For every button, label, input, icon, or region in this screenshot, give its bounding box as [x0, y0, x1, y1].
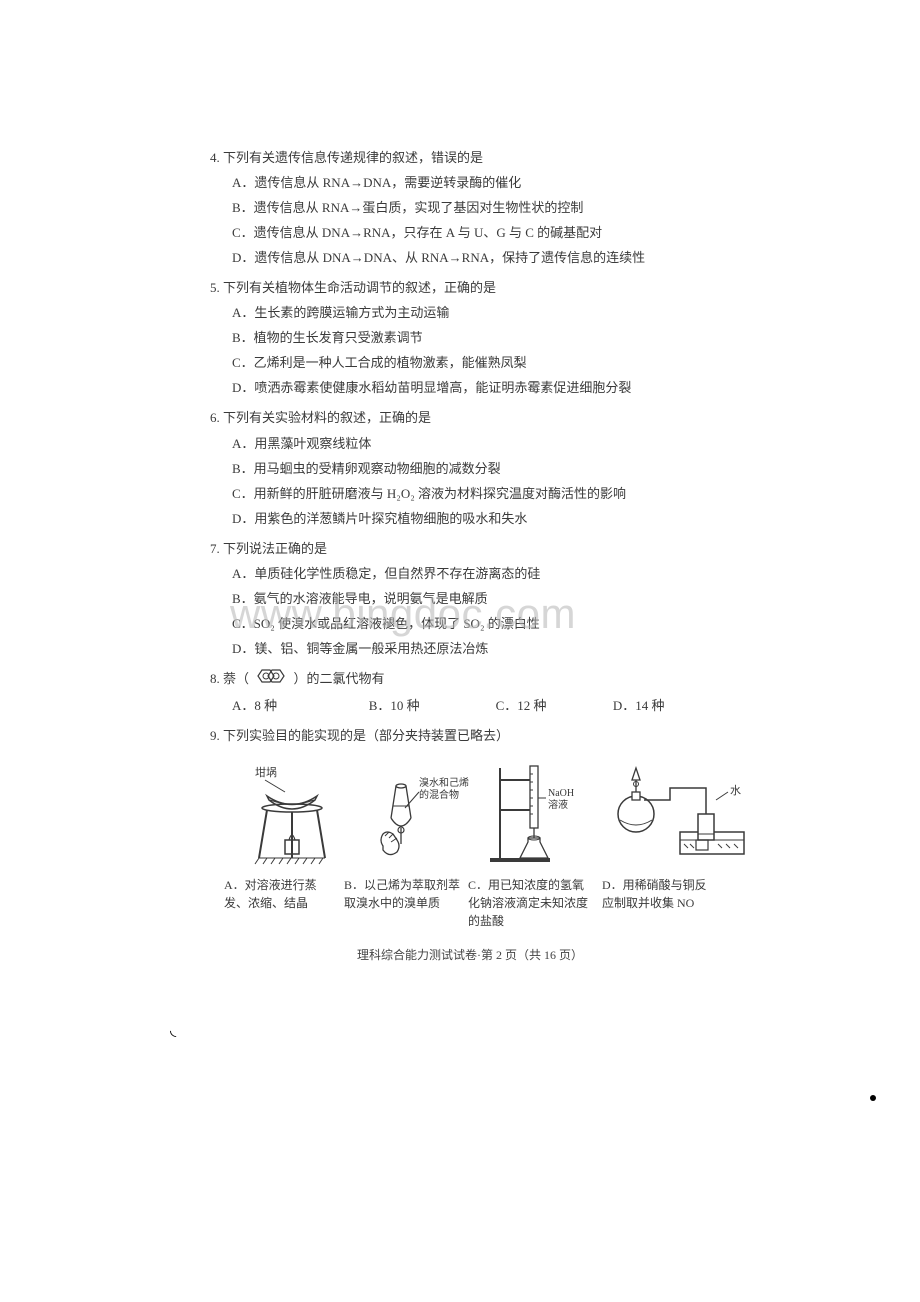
- q6-opt-c: C．用新鲜的肝脏研磨液与 H₂O₂ 溶液为材料探究温度对酶活性的影响: [210, 482, 730, 506]
- label-crucible: 坩埚: [255, 765, 277, 779]
- q4-opt-d: D．遗传信息从 DNA→DNA、从 RNA→RNA，保持了遗传信息的连续性: [210, 246, 730, 270]
- q5-opt-b: B．植物的生长发育只受激素调节: [210, 326, 730, 350]
- q9-cap-c: C．用已知浓度的氢氧化钠溶液滴定未知浓度的盐酸: [464, 876, 598, 930]
- page-footer: 理科综合能力测试试卷·第 2 页（共 16 页）: [210, 944, 730, 966]
- q6-opt-b: B．用马蛔虫的受精卵观察动物细胞的减数分裂: [210, 457, 730, 481]
- q7-opt-a: A．单质硅化学性质稳定，但自然界不存在游离态的硅: [210, 562, 730, 586]
- q6-opt-d: D．用紫色的洋葱鳞片叶探究植物细胞的吸水和失水: [210, 507, 730, 531]
- q5-opt-d: D．喷洒赤霉素使健康水稻幼苗明显增高，能证明赤霉素促进细胞分裂: [210, 376, 730, 400]
- label-bromine-2: 的混合物: [419, 788, 459, 801]
- label-naoh: NaOH: [548, 788, 574, 799]
- q9-cap-d: D．用稀硝酸与铜反应制取并收集 NO: [598, 876, 720, 930]
- q8-opt-b: B．10 种: [369, 694, 496, 718]
- diagram-a: 坩埚: [232, 758, 352, 868]
- q5-stem: 5. 下列有关植物体生命活动调节的叙述，正确的是: [210, 276, 730, 300]
- q8-stem: 8. 萘（ ）的二氯代物有: [210, 667, 730, 693]
- q5-opt-c: C．乙烯利是一种人工合成的植物激素，能催熟凤梨: [210, 351, 730, 375]
- q5-opt-a: A．生长素的跨膜运输方式为主动运输: [210, 301, 730, 325]
- q6-stem: 6. 下列有关实验材料的叙述，正确的是: [210, 406, 730, 430]
- q8-options: A．8 种 B．10 种 C．12 种 D．14 种: [210, 694, 730, 718]
- q9-diagrams: 坩埚: [210, 758, 730, 868]
- q7-opt-b: B．氨气的水溶液能导电，说明氨气是电解质: [210, 587, 730, 611]
- q4-stem: 4. 下列有关遗传信息传递规律的叙述，错误的是: [210, 146, 730, 170]
- q4-opt-c: C．遗传信息从 DNA→RNA，只存在 A 与 U、G 与 C 的碱基配对: [210, 221, 730, 245]
- q8-opt-c: C．12 种: [496, 694, 613, 718]
- artifact-mark: ◟: [170, 1020, 176, 1040]
- label-bromine-1: 溴水和己烯: [419, 776, 469, 789]
- q7-opt-c: C．SO₂ 使溴水或品红溶液褪色，体现了 SO₂ 的漂白性: [210, 612, 730, 636]
- q7-stem: 7. 下列说法正确的是: [210, 537, 730, 561]
- q4-opt-a: A．遗传信息从 RNA→DNA，需要逆转录酶的催化: [210, 171, 730, 195]
- q4-opt-b: B．遗传信息从 RNA→蛋白质，实现了基因对生物性状的控制: [210, 196, 730, 220]
- q7-opt-d: D．镁、铝、铜等金属一般采用热还原法冶炼: [210, 637, 730, 661]
- q9-stem: 9. 下列实验目的能实现的是（部分夹持装置已略去）: [210, 724, 730, 748]
- q6-opt-a: A．用黑藻叶观察线粒体: [210, 432, 730, 456]
- artifact-dot: [870, 1095, 876, 1101]
- exam-page: 4. 下列有关遗传信息传递规律的叙述，错误的是 A．遗传信息从 RNA→DNA，…: [210, 140, 730, 966]
- q9-cap-a: A．对溶液进行蒸发、浓缩、结晶: [220, 876, 340, 930]
- q8-stem-post: ）的二氯代物有: [294, 671, 385, 686]
- diagram-d: 水: [610, 758, 730, 868]
- label-solution: 溶液: [548, 798, 568, 811]
- diagram-b: 溴水和己烯 的混合物: [358, 758, 478, 868]
- q8-opt-a: A．8 种: [232, 694, 369, 718]
- q8-opt-d: D．14 种: [613, 694, 730, 718]
- q9-captions: A．对溶液进行蒸发、浓缩、结晶 B．以己烯为萃取剂萃取溴水中的溴单质 C．用已知…: [210, 876, 730, 930]
- q9-cap-b: B．以己烯为萃取剂萃取溴水中的溴单质: [340, 876, 464, 930]
- label-water: 水: [730, 784, 741, 797]
- diagram-c: NaOH 溶液: [484, 758, 604, 868]
- q8-stem-pre: 8. 萘（: [210, 671, 249, 686]
- naphthalene-icon: [254, 667, 288, 693]
